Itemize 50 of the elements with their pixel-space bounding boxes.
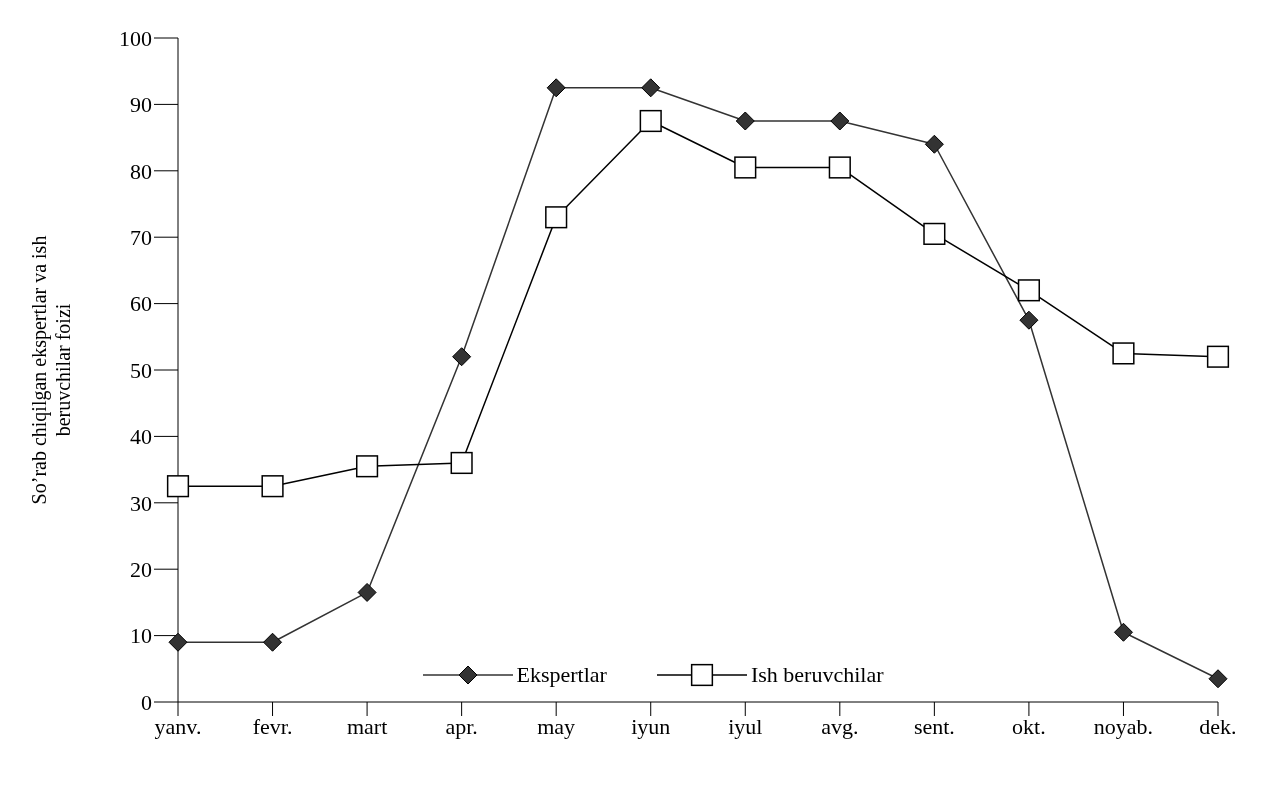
x-tick-label: apr.	[445, 713, 478, 739]
point	[261, 475, 284, 498]
point	[641, 78, 661, 98]
y-tick-label: 90	[130, 92, 152, 118]
y-tick-label: 60	[130, 291, 152, 317]
point	[355, 455, 379, 478]
y-tick-label: 70	[130, 225, 152, 251]
x-tick-label: may	[537, 713, 576, 739]
x-tick-label: avg.	[821, 713, 859, 739]
y-tick-label: 100	[119, 25, 152, 51]
y-tick-label: 50	[130, 357, 152, 383]
point	[1112, 342, 1135, 365]
legend-label: Ish beruvchilar	[750, 662, 884, 688]
point	[1208, 669, 1228, 689]
point	[263, 632, 283, 652]
y-tick-label: 10	[130, 623, 152, 649]
x-tick-label: iyun	[631, 713, 671, 739]
point	[166, 475, 190, 498]
point	[734, 156, 757, 179]
y-tick-label: 40	[130, 424, 152, 450]
point	[639, 109, 662, 133]
point	[923, 222, 946, 245]
y-tick-label: 0	[141, 689, 152, 715]
point	[735, 111, 755, 131]
point	[452, 347, 472, 367]
point	[546, 78, 566, 98]
point	[924, 134, 944, 154]
x-tick-label: dek.	[1199, 713, 1237, 739]
point	[168, 632, 188, 652]
x-tick-label: yanv.	[154, 713, 202, 739]
point	[1113, 622, 1133, 642]
y-tick-label: 20	[130, 557, 152, 583]
y-tick-label: 30	[130, 490, 152, 516]
point	[545, 206, 568, 229]
x-tick-label: iyul	[728, 713, 763, 739]
point	[828, 156, 851, 179]
point	[1206, 345, 1230, 368]
point	[357, 582, 377, 602]
x-tick-label: okt.	[1012, 713, 1046, 739]
x-tick-label: fevr.	[252, 713, 293, 739]
x-tick-label: mart	[346, 713, 388, 739]
point	[450, 451, 473, 475]
point	[1019, 310, 1039, 330]
y-axis-title: So’rab chiqilgan ekspertlar va ish beruvchilar foizi	[28, 235, 74, 505]
legend-label: Ekspertlar	[516, 662, 607, 688]
point	[1017, 279, 1041, 302]
x-tick-label: noyab.	[1093, 713, 1154, 739]
y-tick-label: 80	[130, 158, 152, 184]
x-tick-label: sent.	[913, 713, 955, 739]
point	[830, 111, 850, 131]
